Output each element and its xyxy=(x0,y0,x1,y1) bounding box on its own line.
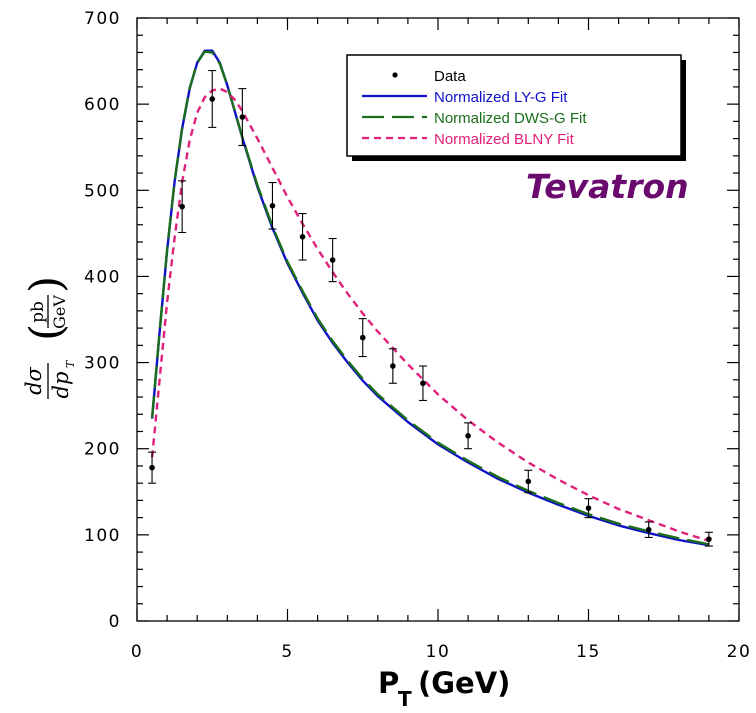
data-marker xyxy=(645,526,652,533)
x-axis-label-unit: (GeV) xyxy=(418,666,510,700)
data-marker xyxy=(149,464,155,471)
y-tick-label: 200 xyxy=(84,440,121,460)
legend-item: Normalized BLNY Fit xyxy=(362,131,575,148)
data-point xyxy=(238,88,247,147)
data-marker xyxy=(706,536,712,542)
x-axis-label-subscript: T xyxy=(398,687,412,711)
y-tick-label: 300 xyxy=(84,354,121,374)
legend-box xyxy=(346,54,682,157)
data-point xyxy=(584,498,593,519)
y-tick-label: 600 xyxy=(84,95,121,115)
data-point xyxy=(358,318,367,358)
data-marker xyxy=(585,505,592,511)
y-axis-label-numerator: dσ xyxy=(22,366,46,394)
data-point xyxy=(388,348,397,384)
data-marker xyxy=(239,114,246,120)
legend-label: Data xyxy=(434,68,466,85)
y-axis-label-denominator-subscript: T xyxy=(64,359,77,368)
series-line-long-dash xyxy=(150,50,710,546)
legend: Data Normalized LY-G Fit Normalized DWS-G … xyxy=(346,54,686,161)
legend-label: Normalized LY-G Fit xyxy=(434,89,568,106)
y-axis-label-unit-numerator: pb xyxy=(28,301,48,323)
data-point xyxy=(418,365,427,402)
data-marker xyxy=(465,432,471,439)
data-point xyxy=(328,237,337,283)
y-axis-label-paren-right: ) xyxy=(21,276,72,293)
data-marker xyxy=(329,257,336,263)
legend-label: Normalized BLNY Fit xyxy=(434,131,575,148)
x-tick-label: 10 xyxy=(426,642,451,662)
legend-swatch xyxy=(392,72,398,78)
data-marker xyxy=(359,334,366,341)
data-point xyxy=(464,422,473,450)
y-tick-label: 500 xyxy=(84,181,121,201)
data-point xyxy=(644,521,653,538)
y-axis-label: dσ dp T ( pb GeV ) xyxy=(21,276,77,399)
data-point xyxy=(148,451,157,484)
data-marker xyxy=(269,202,276,209)
y-axis-label-unit-denominator: GeV xyxy=(50,295,69,329)
tevatron-annotation: Tevatron xyxy=(526,167,689,206)
y-tick-label: 0 xyxy=(109,612,121,632)
axis-ticks xyxy=(136,17,740,622)
x-tick-label: 5 xyxy=(281,642,293,662)
legend-label: Normalized DWS-G Fit xyxy=(434,110,587,127)
data-point xyxy=(178,180,187,234)
y-tick-label: 400 xyxy=(84,267,121,287)
data-points xyxy=(148,69,713,547)
legend-items: Data Normalized LY-G Fit Normalized DWS-G … xyxy=(362,68,587,148)
y-tick-label: 700 xyxy=(84,9,121,29)
data-point xyxy=(298,212,307,261)
x-tick-label: 15 xyxy=(576,642,601,662)
data-point xyxy=(268,181,277,230)
x-axis-label-symbol: P xyxy=(378,666,399,700)
x-axis-label: P T (GeV) xyxy=(378,666,510,711)
data-point xyxy=(208,69,217,128)
y-axis-label-denominator: dp xyxy=(49,372,73,399)
data-marker xyxy=(390,363,396,369)
data-point xyxy=(704,531,713,547)
legend-item: Data xyxy=(392,68,466,85)
y-axis-label-paren-left: ( xyxy=(21,324,72,341)
legend-item: Normalized DWS-G Fit xyxy=(362,110,587,127)
data-marker xyxy=(420,380,426,387)
x-tick-label: 20 xyxy=(727,642,752,662)
y-tick-label: 100 xyxy=(84,526,121,546)
x-tick-label: 0 xyxy=(131,642,143,662)
data-marker xyxy=(525,478,532,485)
data-marker xyxy=(179,203,185,210)
data-point xyxy=(524,469,533,494)
legend-item: Normalized LY-G Fit xyxy=(362,89,568,106)
data-marker xyxy=(299,234,306,240)
data-marker xyxy=(209,96,216,102)
